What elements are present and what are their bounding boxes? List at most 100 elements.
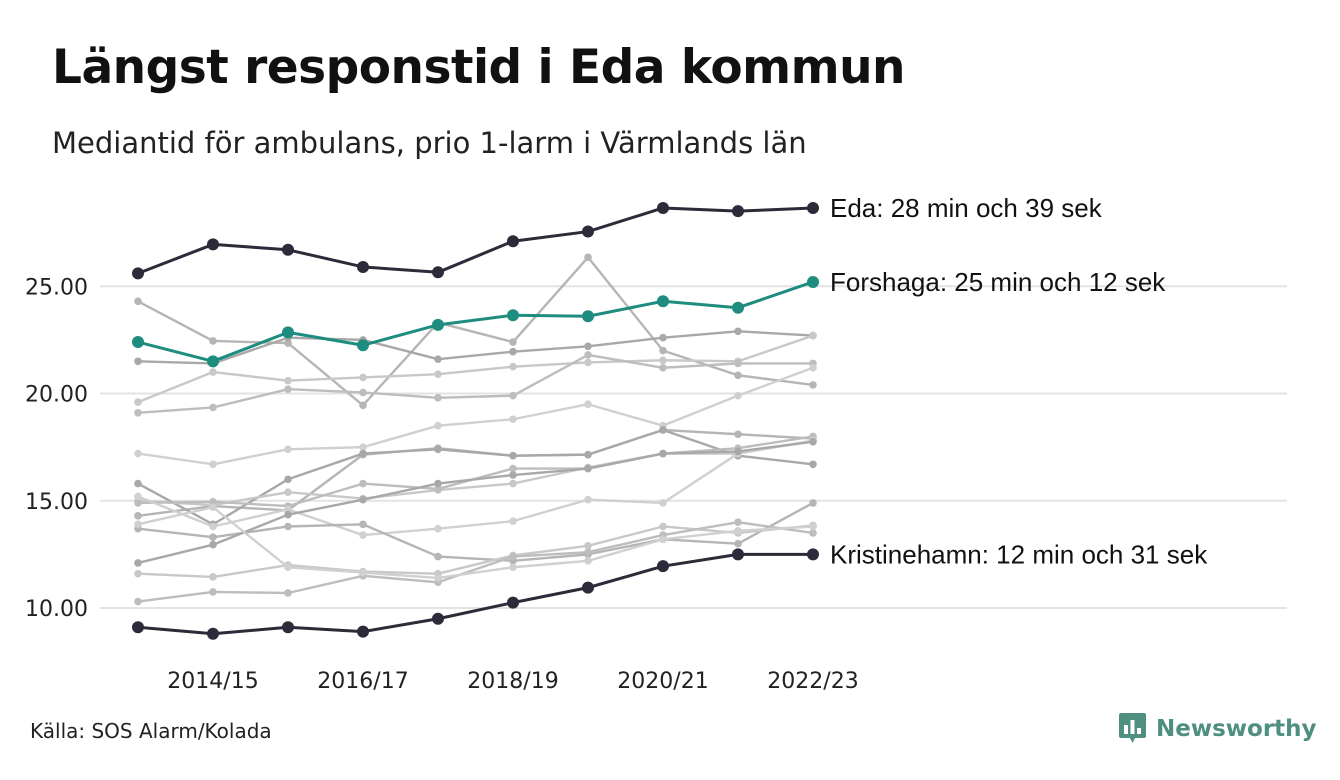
background-series (134, 253, 817, 410)
background-series-point (434, 421, 442, 430)
background-series-point (284, 385, 292, 394)
background-series-point (284, 488, 292, 496)
series-kristinehamn-point (132, 621, 144, 634)
series-forshaga-point (207, 355, 219, 368)
brand-name: Newsworthy (1156, 715, 1317, 742)
background-series-point (284, 445, 292, 454)
background-series-point (134, 569, 142, 578)
background-series-point (134, 449, 142, 458)
series-eda-point (507, 235, 519, 248)
background-series-line (136, 521, 815, 603)
x-tick-label: 2014/15 (167, 669, 258, 694)
background-series-line (136, 366, 815, 466)
background-series (134, 426, 817, 529)
background-series-point (659, 449, 667, 458)
background-series-point (584, 541, 592, 550)
background-series-point (359, 568, 367, 577)
background-series-point (434, 524, 442, 533)
series-forshaga-point (807, 275, 819, 288)
background-series-point (734, 359, 742, 368)
background-series-point (359, 520, 367, 529)
brand-logo: Newsworthy (1118, 712, 1317, 745)
background-series-point (284, 339, 292, 347)
background-series-point (284, 376, 292, 385)
background-series-point (434, 479, 442, 488)
background-series-point (284, 505, 292, 514)
background-series-point (359, 373, 367, 382)
background-series-point (359, 449, 367, 458)
background-series-line (136, 334, 815, 404)
series-eda-point (732, 205, 744, 218)
series-eda-point (432, 266, 444, 279)
background-series-point (659, 522, 667, 531)
series-eda-label: Eda: 28 min och 39 sek (830, 193, 1103, 223)
background-series-point (134, 409, 142, 417)
background-series-point (209, 337, 217, 345)
background-series-point (584, 253, 592, 262)
background-series-point (659, 535, 667, 544)
background-series-point (584, 495, 592, 504)
series-eda-point (207, 238, 219, 251)
background-series (134, 437, 817, 567)
chart-title: Längst responstid i Eda kommun (52, 40, 906, 95)
background-series-point (209, 573, 217, 581)
background-series-line (136, 501, 815, 563)
background-series-point (359, 443, 367, 451)
series-kristinehamn-point (207, 627, 219, 640)
background-series (134, 432, 817, 510)
background-series-point (134, 398, 142, 406)
y-tick-label: 20.00 (25, 383, 88, 408)
background-series-point (134, 511, 142, 520)
background-series-point (509, 479, 517, 488)
background-series-point (509, 563, 517, 572)
background-series-point (809, 437, 817, 446)
background-series-point (659, 356, 667, 365)
highlighted-series: Eda: 28 min och 39 sek Forshaga: 25 min o… (132, 193, 1208, 640)
series-eda-point (807, 201, 819, 214)
series-forshaga-label: Forshaga: 25 min och 12 sek (830, 267, 1166, 297)
background-series-point (134, 499, 142, 507)
background-series-point (134, 479, 142, 488)
background-series-point (134, 297, 142, 306)
background-series-point (584, 342, 592, 351)
background-series-point (359, 495, 367, 504)
series-forshaga (132, 275, 819, 368)
background-series-point (734, 391, 742, 400)
background-series (134, 331, 817, 406)
background-series-point (284, 589, 292, 597)
background-series-point (434, 370, 442, 378)
background-series-point (509, 391, 517, 400)
background-series-point (434, 552, 442, 561)
background-series-point (659, 426, 667, 434)
background-series-point (509, 347, 517, 356)
newsworthy-logo-icon (1119, 713, 1146, 743)
background-series-line (136, 330, 815, 365)
series-forshaga-point (357, 339, 369, 352)
series-eda-line (136, 206, 815, 275)
series-forshaga-point (432, 318, 444, 331)
series-kristinehamn (132, 548, 819, 640)
series-forshaga-point (282, 326, 294, 339)
background-series-line (136, 440, 815, 565)
background-series (134, 253, 817, 606)
background-series-line (136, 256, 815, 407)
background-series-point (134, 520, 142, 529)
series-forshaga-line (136, 280, 815, 363)
background-series (134, 426, 817, 520)
background-series-point (359, 531, 367, 539)
background-series-point (209, 498, 217, 506)
x-tick-label: 2022/23 (767, 669, 858, 694)
background-series-point (134, 559, 142, 567)
background-series-point (359, 479, 367, 488)
background-series-point (734, 518, 742, 526)
series-kristinehamn-point (657, 560, 669, 573)
x-tick-label: 2018/19 (467, 669, 558, 694)
background-series-point (509, 451, 517, 460)
background-series-point (434, 485, 442, 493)
background-series-point (509, 552, 517, 561)
background-series-point (434, 574, 442, 582)
background-series-point (509, 517, 517, 525)
background-series-point (734, 526, 742, 535)
background-series-point (734, 430, 742, 439)
